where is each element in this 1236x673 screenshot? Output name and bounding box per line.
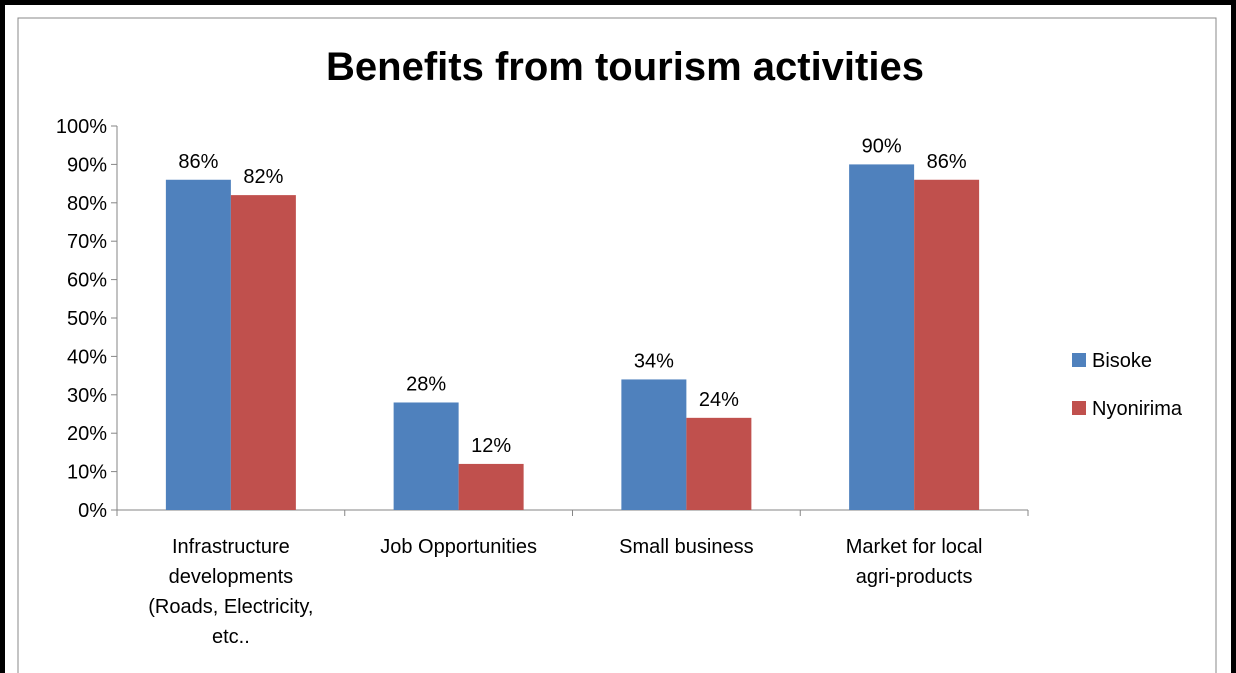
category-label: Job Opportunities (380, 536, 537, 558)
y-tick-label: 70% (67, 231, 107, 253)
y-tick-label: 40% (67, 346, 107, 368)
y-tick-label: 90% (67, 154, 107, 176)
frame-border-left (0, 0, 5, 673)
data-label: 82% (243, 166, 283, 188)
y-tick-label: 80% (67, 193, 107, 215)
legend-swatch (1072, 353, 1086, 367)
bar-bisoke-3 (849, 164, 915, 510)
axes: 0% 10% 20% 30% 40% 50% 60% 70% 80% 90% 100% (56, 116, 1029, 522)
y-tick-label: 30% (67, 385, 107, 407)
legend-swatch (1072, 401, 1086, 415)
category-labels: Infrastructure developments (Roads, Electr… (148, 536, 982, 648)
category-label: Market for local (846, 536, 983, 558)
chart-area-border (17, 17, 1217, 673)
category-label: (Roads, Electricity, (148, 596, 313, 618)
data-label: 28% (406, 373, 446, 395)
legend-label: Bisoke (1092, 350, 1152, 372)
data-label: 34% (634, 350, 674, 372)
y-tick-label: 10% (67, 462, 107, 484)
data-label: 86% (178, 151, 218, 173)
data-label: 90% (862, 135, 902, 157)
data-label: 86% (927, 151, 967, 173)
bar-nyonirima-1 (458, 463, 524, 510)
y-tick-label: 20% (67, 423, 107, 445)
data-label: 12% (471, 435, 511, 457)
data-labels: 86% 82% 28% 12% 34% 24% 90% 86% (178, 135, 966, 457)
y-tick-label: 0% (78, 500, 107, 522)
data-label: 24% (699, 389, 739, 411)
bars (165, 164, 980, 510)
category-label: agri-products (856, 566, 973, 588)
category-label: developments (169, 566, 294, 588)
bar-nyonirima-0 (230, 195, 296, 510)
bar-nyonirima-2 (686, 417, 752, 510)
category-label: Infrastructure (172, 536, 290, 558)
frame-border-top (0, 0, 1236, 5)
bar-bisoke-0 (165, 179, 231, 510)
y-tick-label: 100% (56, 116, 107, 138)
y-tick-label: 60% (67, 270, 107, 292)
bar-bisoke-1 (393, 402, 459, 510)
bar-bisoke-2 (621, 379, 687, 510)
bar-nyonirima-3 (914, 179, 980, 510)
category-label: etc.. (212, 626, 250, 648)
legend: Bisoke Nyonirima (1072, 350, 1183, 420)
category-label: Small business (619, 536, 754, 558)
chart-title: Benefits from tourism activities (326, 45, 924, 89)
frame-border-right (1231, 0, 1236, 673)
y-tick-label: 50% (67, 308, 107, 330)
legend-label: Nyonirima (1092, 398, 1183, 420)
